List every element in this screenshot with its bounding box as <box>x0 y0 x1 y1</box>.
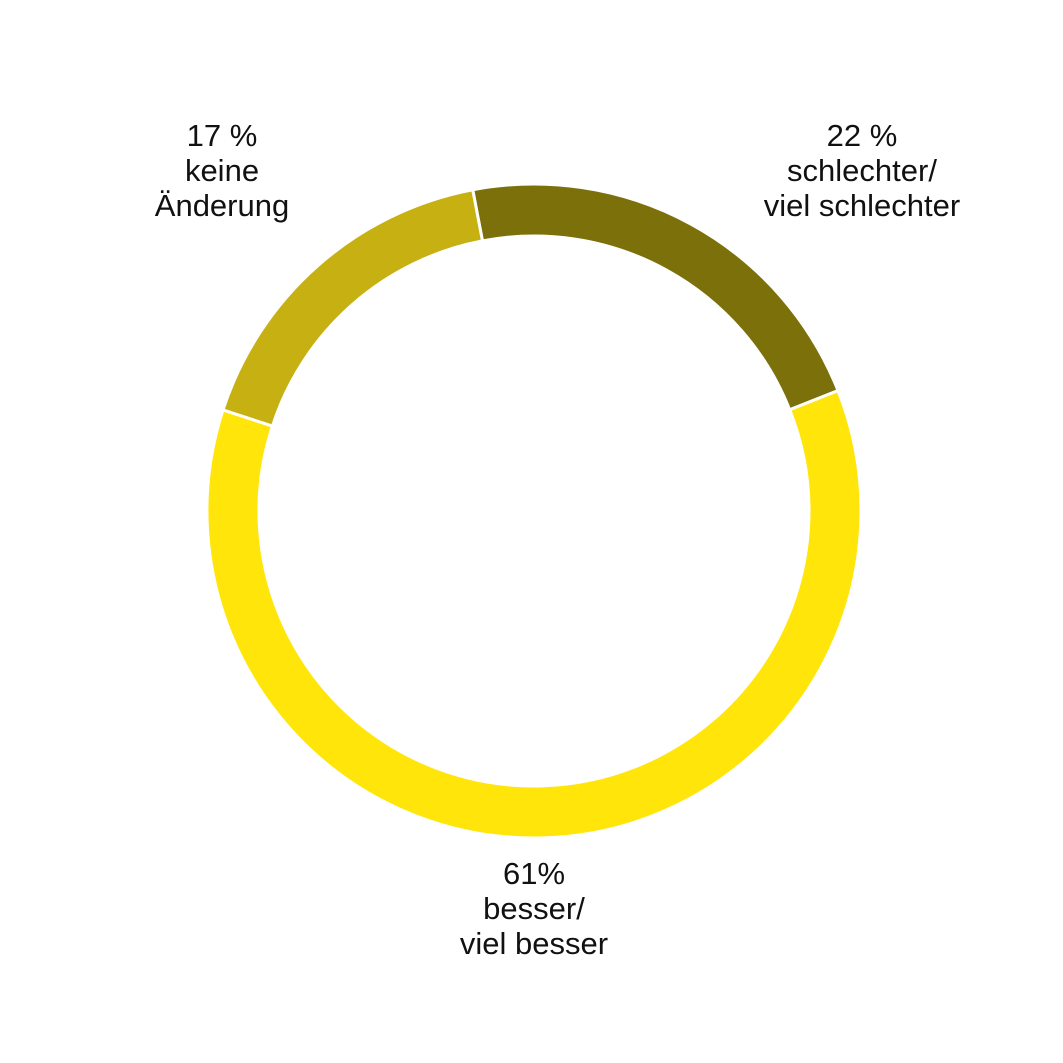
category-label: besser/ viel besser <box>459 891 609 961</box>
segment-label: 61% besser/ viel besser <box>460 856 608 961</box>
value-label: 17 % <box>186 118 258 153</box>
category-label: keine Änderung <box>154 153 290 223</box>
segment-label: 22 % schlechter/ viel schlechter <box>764 118 960 223</box>
donut-segment <box>221 188 485 428</box>
value-label: 22 % <box>826 118 898 153</box>
segment-label: 17 % keine Änderung <box>155 118 289 223</box>
donut-segment <box>205 388 863 840</box>
category-label: schlechter/ viel schlechter <box>763 153 961 223</box>
value-label: 61% <box>502 856 566 891</box>
